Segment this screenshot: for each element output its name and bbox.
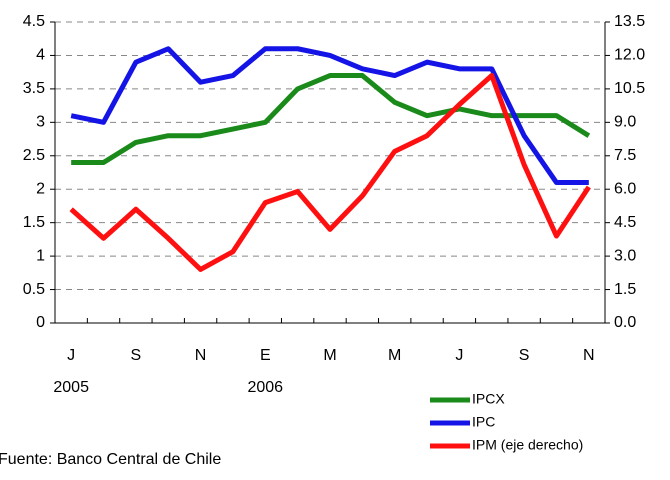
y-tick-label: 0.5 <box>23 281 45 298</box>
source: Fuente: Banco Central de Chile <box>0 451 221 468</box>
y-tick-label: 2 <box>36 180 45 197</box>
x-tick-label: E <box>260 347 271 364</box>
y-tick-label: 2.5 <box>23 147 45 164</box>
series-line <box>69 73 591 272</box>
y2-tick-label: 9.0 <box>614 114 636 131</box>
y-tick-label: 4.5 <box>23 13 45 30</box>
x-tick-label: N <box>583 347 595 364</box>
x-tick-label: J <box>67 347 75 364</box>
legend-label: IPM (eje derecho) <box>472 437 583 453</box>
y2-tick-label: 4.5 <box>614 214 636 231</box>
y-tick-label: 0 <box>36 314 45 331</box>
series-line <box>70 46 589 186</box>
x-tick-label: N <box>195 347 207 364</box>
y2-tick-label: 10.5 <box>614 80 645 97</box>
y-tick-label: 1.5 <box>23 214 45 231</box>
y2-tick-label: 12.0 <box>614 47 645 64</box>
y2-tick-label: 0.0 <box>614 314 636 331</box>
series-line <box>71 73 591 165</box>
y2-tick-label: 6.0 <box>614 180 636 197</box>
x-year-label: 2006 <box>247 379 283 396</box>
x-tick-label: S <box>131 347 142 364</box>
y-tick-label: 3.5 <box>23 80 45 97</box>
y2-tick-label: 7.5 <box>614 147 636 164</box>
x-tick-label: S <box>519 347 530 364</box>
legend-label: IPCX <box>472 391 505 407</box>
y2-tick-label: 1.5 <box>614 281 636 298</box>
y2-tick-label: 13.5 <box>614 13 645 30</box>
x-tick-label: M <box>323 347 336 364</box>
x-tick-label: M <box>388 347 401 364</box>
y2-tick-label: 3.0 <box>614 247 636 264</box>
legend-label: IPC <box>472 414 495 430</box>
x-tick-label: J <box>455 347 463 364</box>
y-tick-label: 1 <box>36 247 45 264</box>
y-tick-label: 3 <box>36 114 45 131</box>
x-year-label: 2005 <box>53 379 89 396</box>
y-tick-label: 4 <box>36 47 45 64</box>
